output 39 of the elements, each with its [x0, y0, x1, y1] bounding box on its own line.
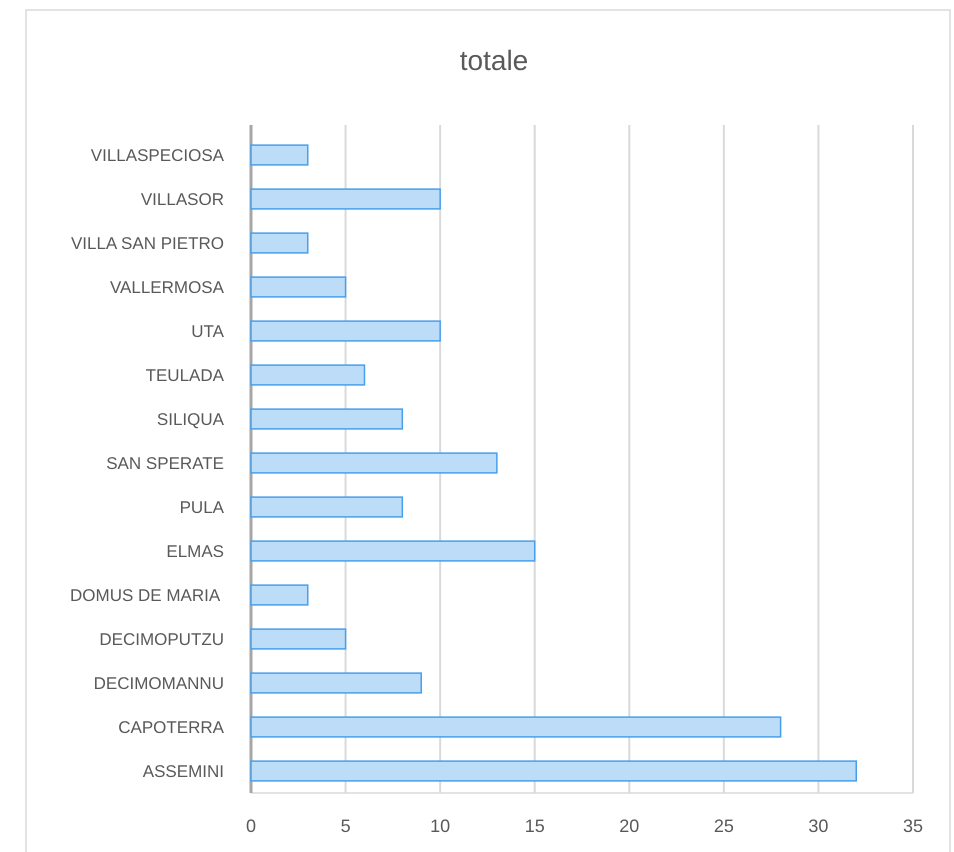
bar — [250, 188, 441, 210]
y-tick-label: DECIMOPUTZU — [99, 630, 224, 649]
bar — [250, 320, 441, 342]
bar — [250, 584, 308, 606]
y-tick-label: DOMUS DE MARIA — [70, 586, 224, 605]
y-tick-label: DECIMOMANNU — [94, 674, 224, 693]
y-tick-label: ELMAS — [166, 542, 224, 561]
y-tick-label: UTA — [191, 322, 225, 341]
bar — [250, 408, 404, 430]
x-tick-label: 25 — [714, 816, 734, 836]
y-tick-label: TEULADA — [146, 366, 225, 385]
x-tick-label: 10 — [430, 816, 450, 836]
y-tick-label: SAN SPERATE — [106, 454, 224, 473]
chart-title: totale — [460, 45, 528, 76]
bar — [250, 716, 782, 738]
y-tick-label: ASSEMINI — [142, 762, 224, 781]
x-tick-label: 30 — [808, 816, 828, 836]
y-tick-label: CAPOTERRA — [118, 718, 225, 737]
y-tick-label: VILLASPECIOSA — [90, 146, 225, 165]
x-tick-label: 35 — [902, 816, 924, 836]
x-tick-label: 5 — [340, 816, 351, 836]
bar — [250, 760, 858, 782]
bar — [250, 628, 346, 650]
x-tick-label: 0 — [246, 816, 256, 836]
y-tick-label: VILLA SAN PIETRO — [70, 234, 224, 253]
bar — [250, 276, 346, 298]
y-tick-label: SILIQUA — [156, 410, 225, 429]
x-tick-label: 20 — [619, 816, 640, 836]
bar — [250, 364, 366, 386]
bar — [250, 452, 498, 474]
bar — [250, 232, 308, 254]
y-tick-label: VALLERMOSA — [110, 278, 225, 297]
bar — [250, 496, 404, 518]
bar — [250, 540, 536, 562]
bar — [250, 144, 308, 166]
y-tick-label: PULA — [180, 498, 225, 517]
x-tick-label: 15 — [524, 816, 545, 836]
y-tick-label: VILLASOR — [140, 190, 224, 209]
bar — [250, 672, 422, 694]
